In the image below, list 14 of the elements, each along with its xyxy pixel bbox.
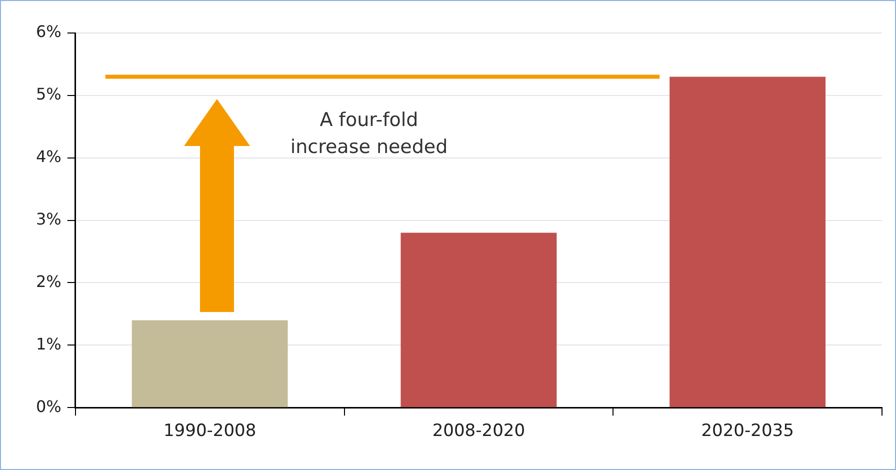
y-tick-label: 1% [36, 334, 62, 354]
bar [400, 232, 557, 408]
x-tick-label: 2020-2035 [701, 421, 794, 442]
y-tick-label: 6% [36, 22, 62, 42]
y-tick-label: 0% [36, 396, 62, 416]
annotation: A four-fold increase needed [290, 109, 448, 158]
y-tick-label: 4% [36, 147, 62, 166]
x-tick-label: 1990-2008 [163, 421, 256, 442]
y-tick-label: 3% [36, 209, 62, 228]
y-tick-label: 2% [36, 272, 62, 291]
y-tick-label: 5% [36, 84, 62, 104]
bar [132, 320, 288, 408]
bar [670, 76, 826, 408]
x-tick-label: 2008-2020 [432, 421, 526, 442]
